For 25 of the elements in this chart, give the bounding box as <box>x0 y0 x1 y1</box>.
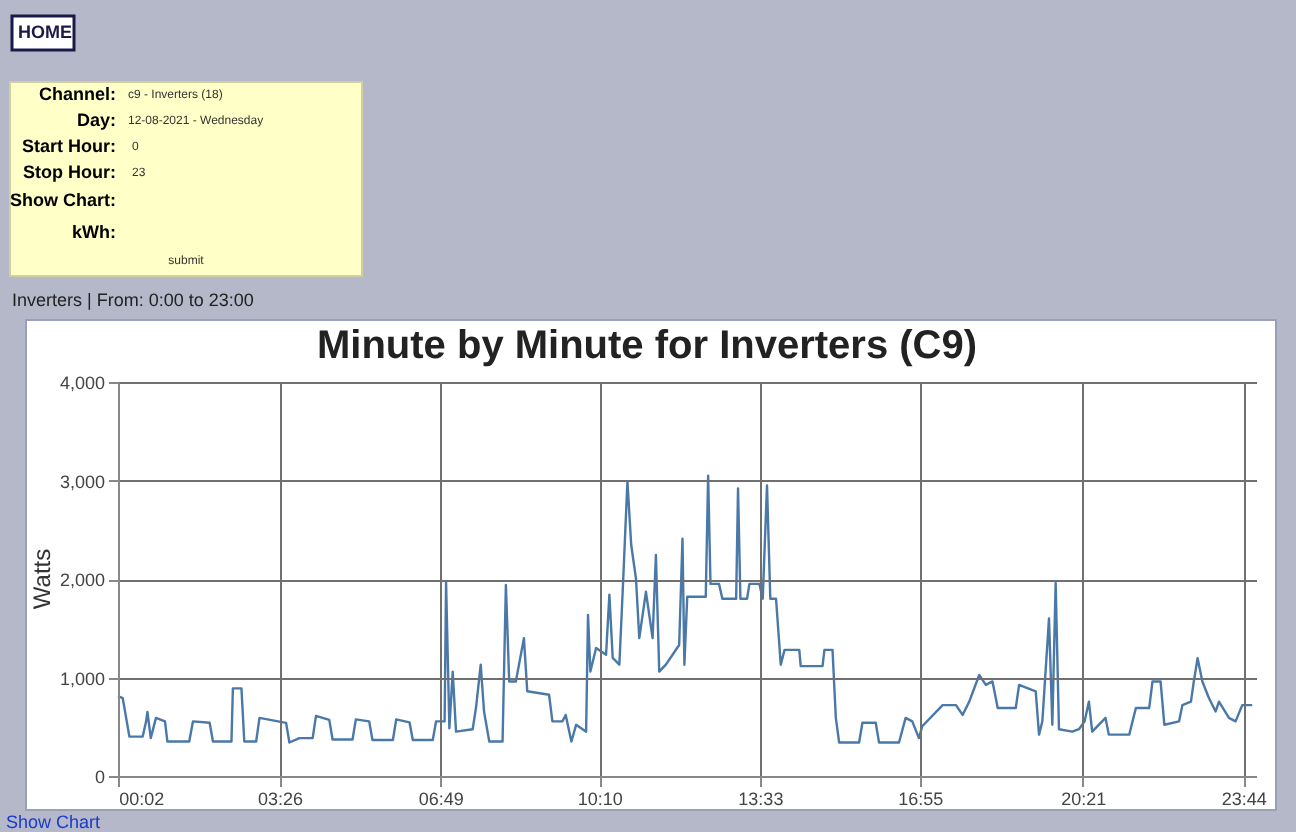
chart-title: Minute by Minute for Inverters (C9) <box>316 324 978 368</box>
text: Show Chart <box>6 812 102 832</box>
chart-subtitle: Inverters | From: 0:00 to 23:00 <box>12 290 254 310</box>
x-tick-label: 06:49 <box>418 789 464 809</box>
y-tick-label: 3,000 <box>59 471 105 492</box>
text: Show Chart: <box>10 190 116 210</box>
y-tick-label: 2,000 <box>59 570 105 590</box>
y-tick-label: 4,000 <box>59 373 105 393</box>
y-tick-label: 0 <box>94 767 105 787</box>
x-tick-label: 13:33 <box>738 789 784 809</box>
x-tick-label: 23:44 <box>1221 789 1267 809</box>
y-tick-label: 1,000 <box>59 668 105 689</box>
line-series <box>116 474 1254 744</box>
text: Start Hour: <box>22 136 116 156</box>
text: HOME <box>18 22 72 42</box>
y-axis-title: Watts <box>28 548 56 610</box>
x-tick-label: 16:55 <box>898 789 944 809</box>
x-tick-label: 03:26 <box>258 789 304 809</box>
text: Day: <box>76 110 116 130</box>
text: kWh: <box>72 222 116 242</box>
x-tick-label: 10:10 <box>577 789 623 809</box>
x-tick-label: 20:21 <box>1061 789 1107 809</box>
text: Channel: <box>38 84 116 104</box>
text: Stop Hour: <box>23 162 116 182</box>
x-tick-label: 00:02 <box>119 789 165 809</box>
